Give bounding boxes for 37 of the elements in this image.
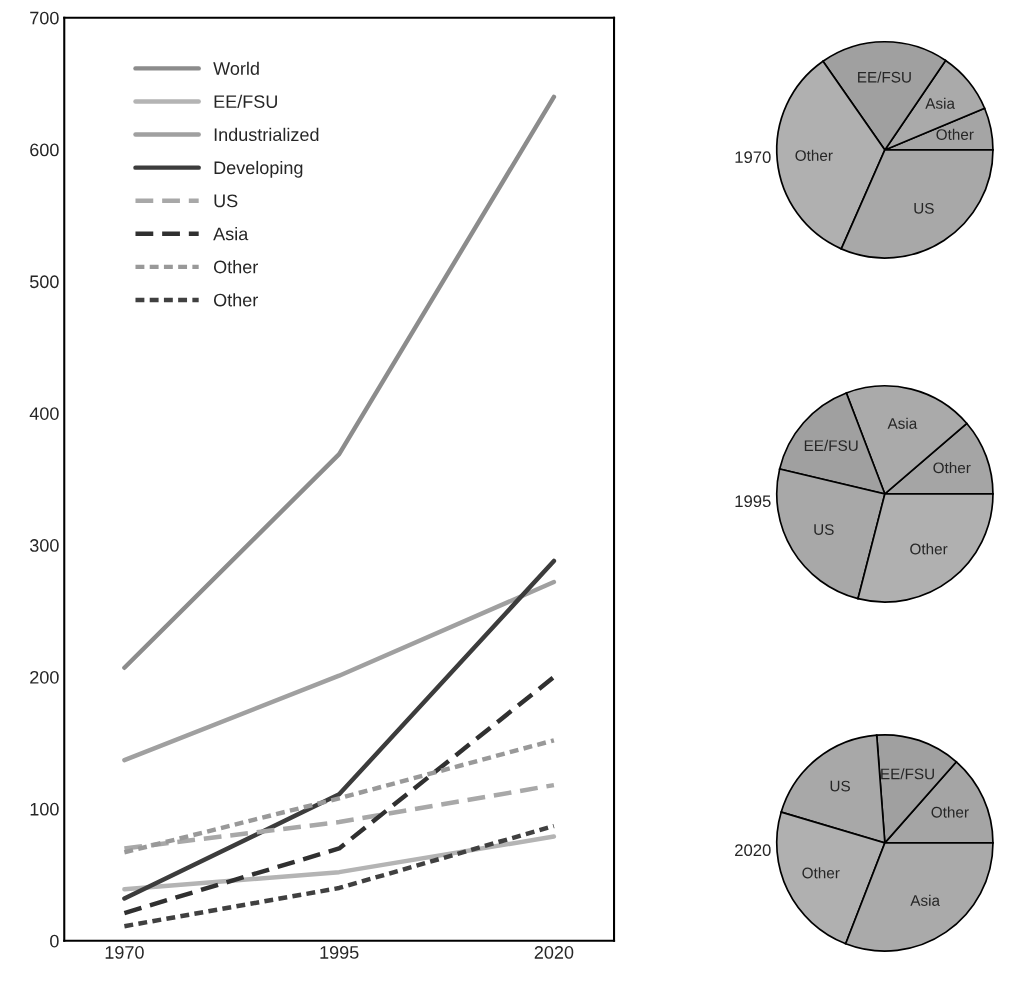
legend-label: Developing: [214, 160, 303, 178]
slice-label: Asia: [910, 894, 940, 906]
text: 2020: [735, 844, 771, 857]
slice-label: Asia: [925, 97, 955, 109]
x-tick-label: 2020: [534, 946, 574, 959]
text: 1995: [735, 495, 771, 508]
y-tick-label: 600: [30, 143, 59, 157]
legend-label: World: [213, 61, 259, 75]
slice-label: Other: [931, 806, 969, 818]
y-tick-label: 0: [50, 934, 59, 948]
legend-label: Industrialized: [214, 127, 319, 142]
slice-label: Asia: [887, 417, 918, 429]
slice-label: Other: [795, 149, 833, 161]
slice-label: Other: [910, 543, 948, 555]
slice-label: Other: [802, 867, 840, 879]
y-tick-label: 300: [29, 539, 59, 552]
legend-label: US: [214, 194, 238, 208]
y-tick-label: 400: [29, 407, 59, 420]
slice-label: Other: [933, 462, 971, 474]
x-tick-label: 1995: [320, 946, 359, 959]
slice-label: EE/FSU: [804, 439, 858, 452]
y-tick-label: 200: [30, 670, 59, 684]
legend-label: Asia: [213, 227, 249, 241]
slice-label: US: [914, 202, 934, 214]
x-tick-label: 1970: [105, 946, 144, 959]
y-tick-label: 700: [30, 11, 59, 25]
slice-label: EE/FSU: [858, 71, 911, 83]
y-tick-label: 100: [30, 802, 59, 816]
slice-label: Other: [936, 128, 974, 140]
y-tick-label: 500: [30, 275, 59, 289]
legend-label: EE/FSU: [214, 94, 277, 108]
slice-label: EE/FSU: [881, 768, 934, 780]
legend-label: Other: [213, 293, 258, 307]
slice-label: US: [830, 780, 850, 792]
legend-label: Other: [213, 260, 258, 274]
text: 1970: [735, 151, 771, 164]
slice-label: US: [814, 524, 834, 535]
